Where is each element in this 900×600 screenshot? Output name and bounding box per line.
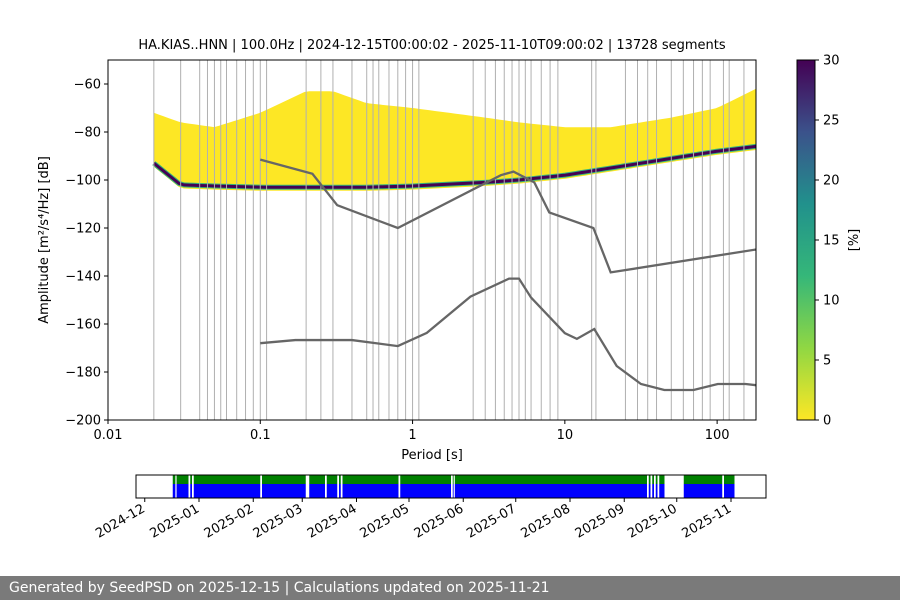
y-tick-label: −180	[65, 366, 101, 381]
availability-gap	[722, 475, 724, 498]
x-axis-label: Period [s]	[401, 448, 463, 463]
availability-gap	[305, 475, 310, 498]
date-tick-label: 2025-05	[357, 501, 412, 541]
availability-gap	[451, 475, 453, 498]
psd-density-mode	[152, 144, 756, 189]
date-tick-label: 2025-04	[305, 501, 360, 541]
availability-gap	[647, 475, 649, 498]
x-tick-label: 0.1	[250, 428, 271, 443]
availability-gap	[260, 475, 262, 498]
date-tick-label: 2025-06	[412, 501, 467, 541]
x-tick-label: 100	[705, 428, 730, 443]
availability-gap	[664, 475, 684, 498]
plot-frame	[107, 59, 757, 421]
y-tick-label: −200	[65, 414, 101, 429]
date-tick-label: 2025-07	[464, 501, 519, 541]
y-tick-label: −60	[74, 78, 101, 93]
availability-gap	[657, 475, 660, 498]
colorbar	[796, 59, 816, 421]
colorbar-tick-label: 15	[823, 234, 840, 249]
colorbar-tick-label: 20	[823, 174, 840, 189]
colorbar-tick-label: 0	[823, 414, 831, 429]
date-tick-label: 2025-01	[147, 501, 202, 541]
date-tick-label: 2025-09	[573, 501, 628, 541]
colorbar-tick-label: 30	[823, 54, 840, 69]
date-tick-label: 2025-02	[202, 501, 257, 541]
colorbar-tick-label: 25	[823, 114, 840, 129]
availability-gap	[192, 475, 194, 498]
availability-gap	[453, 475, 455, 498]
colorbar-tick-label: 10	[823, 294, 840, 309]
date-tick-label: 2025-11	[679, 501, 734, 541]
nhnm-line	[259, 158, 756, 274]
x-tick-label: 0.01	[94, 428, 123, 443]
x-tick-label: 10	[557, 428, 574, 443]
colorbar-label: [%]	[847, 229, 862, 252]
availability-gap	[337, 475, 339, 498]
colorbar-tick-label: 5	[823, 354, 831, 369]
y-tick-label: −80	[74, 126, 101, 141]
y-tick-label: −100	[65, 174, 101, 189]
date-tick-label: 2024-12	[93, 501, 148, 541]
availability-gap	[398, 475, 401, 498]
chart-title: HA.KIAS..HNN | 100.0Hz | 2024-12-15T00:0…	[138, 38, 726, 53]
availability-gap	[340, 475, 343, 498]
availability-gap	[650, 475, 653, 498]
y-tick-label: −140	[65, 270, 101, 285]
availability-gap	[325, 475, 327, 498]
x-tick-label: 1	[408, 428, 416, 443]
availability-gap	[654, 475, 656, 498]
footer: Generated by SeedPSD on 2025-12-15 | Cal…	[0, 576, 900, 600]
availability-gap	[188, 475, 191, 498]
y-axis-label: Amplitude [m²/s⁴/Hz] [dB]	[37, 156, 52, 324]
nlnm-line	[260, 277, 756, 392]
y-tick-label: −120	[65, 222, 101, 237]
y-tick-label: −160	[65, 318, 101, 333]
psd-figure: 0.01 0.1 1 10 100−200−180−160−140−120−100−80…	[37, 54, 862, 542]
availability-frame	[135, 474, 767, 499]
psd-density-cloud	[153, 88, 756, 191]
availability-gap	[175, 475, 177, 498]
date-tick-label: 2025-08	[518, 501, 573, 541]
date-tick-label: 2025-10	[625, 501, 680, 541]
date-tick-label: 2025-03	[251, 501, 306, 541]
